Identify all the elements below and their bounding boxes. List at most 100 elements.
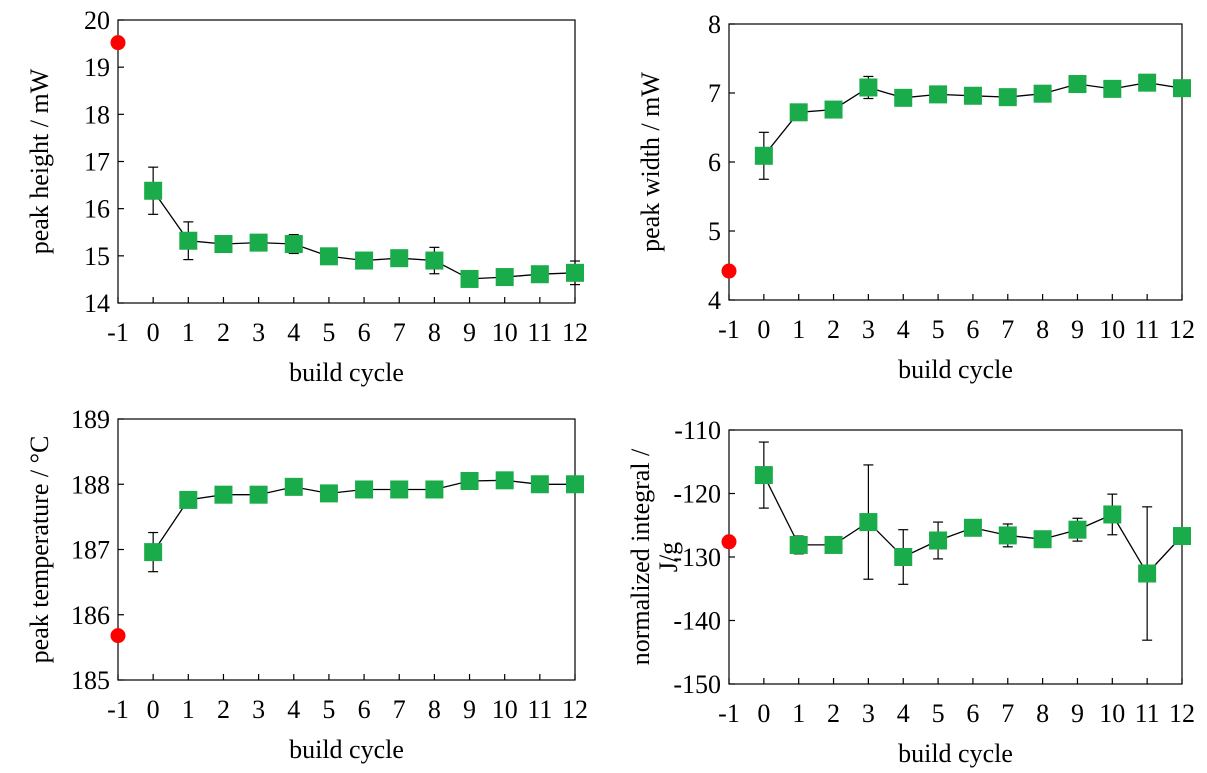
data-point — [929, 531, 948, 550]
y-tick-label: 17 — [84, 148, 110, 177]
data-point — [963, 86, 982, 105]
x-tick-label: 0 — [757, 315, 770, 344]
data-point — [859, 513, 878, 532]
y-tick-label: 18 — [84, 100, 110, 129]
data-point — [894, 88, 913, 107]
data-point — [390, 249, 409, 268]
y-tick-label: 4 — [708, 286, 721, 315]
x-tick-label: 3 — [862, 699, 875, 728]
x-tick-label: 4 — [287, 318, 300, 347]
data-point — [495, 268, 514, 287]
data-point — [998, 88, 1017, 107]
x-tick-label: 10 — [1099, 315, 1125, 344]
x-tick-label: 5 — [322, 318, 335, 347]
x-tick-label: 8 — [1036, 699, 1049, 728]
data-point — [1173, 79, 1191, 98]
y-tick-label: 189 — [71, 405, 110, 434]
data-point — [963, 518, 982, 537]
x-tick-label: 12 — [562, 695, 588, 724]
x-tick-label: 7 — [1001, 315, 1014, 344]
y-tick-label: -110 — [674, 416, 721, 445]
data-point — [998, 526, 1017, 545]
y-tick-label: 7 — [708, 79, 721, 108]
y-tick-label: 8 — [708, 10, 721, 39]
data-point — [144, 543, 163, 562]
reference-point — [110, 628, 126, 644]
x-tick-label: 6 — [358, 318, 371, 347]
x-tick-label: 9 — [1071, 315, 1084, 344]
x-tick-label: 2 — [827, 315, 840, 344]
data-point — [355, 480, 374, 499]
data-point — [495, 471, 514, 490]
x-tick-label: 5 — [932, 699, 945, 728]
x-tick-label: 3 — [252, 695, 265, 724]
plot-frame — [117, 19, 576, 304]
x-tick-label: 0 — [757, 699, 770, 728]
data-point — [1033, 84, 1052, 103]
x-tick-label: 9 — [1071, 699, 1084, 728]
data-point — [355, 251, 374, 270]
y-tick-label: 6 — [708, 148, 721, 177]
reference-point — [721, 263, 737, 279]
x-tick-label: 5 — [932, 315, 945, 344]
plot-frame — [728, 429, 1183, 685]
x-tick-label: 0 — [147, 695, 160, 724]
data-point — [284, 235, 303, 254]
data-point — [1138, 73, 1157, 92]
data-point — [319, 247, 338, 266]
data-point — [566, 475, 584, 494]
y-axis-label: peak width / mW — [636, 72, 665, 252]
x-tick-label: 8 — [428, 318, 441, 347]
data-point — [859, 78, 878, 97]
x-tick-label: 10 — [492, 695, 518, 724]
x-axis-label: build cycle — [898, 355, 1013, 384]
x-axis-label: build cycle — [289, 735, 404, 764]
x-tick-label: 11 — [1135, 315, 1160, 344]
x-tick-label: 7 — [393, 318, 406, 347]
x-tick-label: -1 — [718, 699, 740, 728]
x-tick-label: 6 — [358, 695, 371, 724]
x-tick-label: 4 — [897, 699, 910, 728]
data-point — [144, 181, 163, 200]
y-tick-label: 16 — [84, 195, 110, 224]
data-point — [284, 477, 303, 496]
reference-point — [110, 35, 126, 51]
data-point — [1068, 75, 1087, 94]
reference-point — [721, 534, 737, 550]
x-tick-label: 8 — [428, 695, 441, 724]
x-tick-label: 12 — [562, 318, 588, 347]
x-tick-label: 4 — [897, 315, 910, 344]
x-tick-label: 9 — [463, 695, 476, 724]
data-point — [824, 100, 843, 119]
x-tick-label: 5 — [322, 695, 335, 724]
x-tick-label: 4 — [287, 695, 300, 724]
x-tick-label: 11 — [527, 695, 552, 724]
x-axis-label: build cycle — [289, 358, 404, 387]
plot-frame — [117, 418, 576, 681]
data-point — [319, 484, 338, 503]
y-tick-label: 14 — [84, 289, 110, 318]
y-tick-label: 20 — [84, 6, 110, 35]
x-tick-label: 12 — [1169, 699, 1195, 728]
data-point — [425, 480, 444, 499]
x-tick-label: 11 — [527, 318, 552, 347]
x-tick-label: 12 — [1169, 315, 1195, 344]
data-point — [929, 85, 948, 104]
y-axis-label: normalized integral / — [626, 448, 655, 665]
x-tick-label: -1 — [107, 695, 129, 724]
x-tick-label: 1 — [792, 699, 805, 728]
y-axis-label: peak temperature / °C — [25, 436, 54, 664]
x-tick-label: 10 — [492, 318, 518, 347]
data-point — [530, 475, 549, 494]
x-tick-label: 9 — [463, 318, 476, 347]
x-tick-label: 1 — [182, 318, 195, 347]
data-point — [1103, 505, 1122, 524]
y-tick-label: 5 — [708, 217, 721, 246]
y-tick-label: -150 — [673, 670, 721, 699]
data-point — [214, 485, 233, 504]
y-tick-label: 185 — [71, 666, 110, 695]
data-point — [460, 471, 479, 490]
data-point — [1173, 527, 1191, 546]
x-tick-label: 7 — [393, 695, 406, 724]
